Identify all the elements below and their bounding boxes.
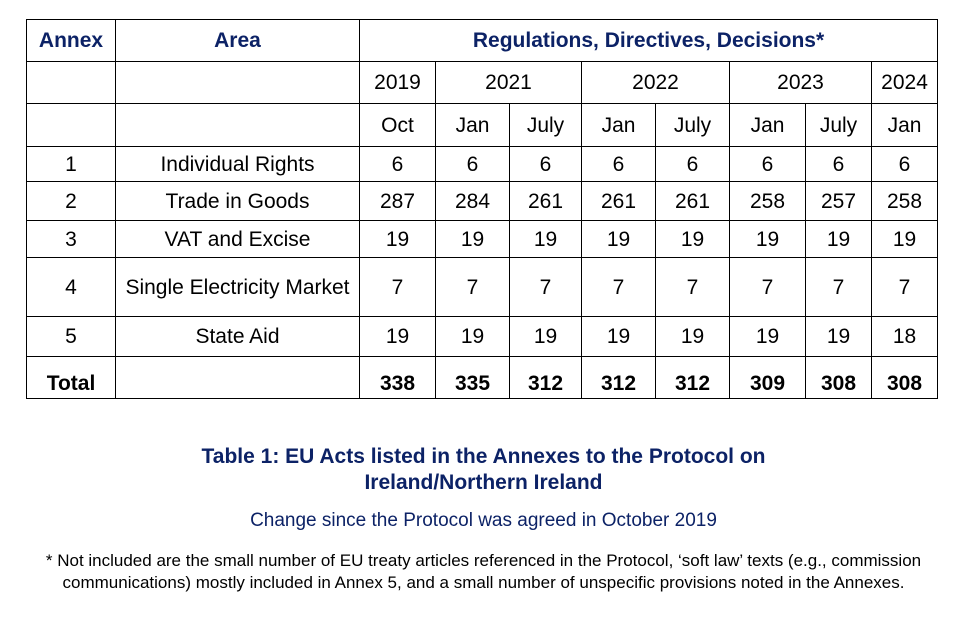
empty-cell — [115, 61, 360, 104]
count-cell: 19 — [729, 316, 806, 357]
area-cell: VAT and Excise — [115, 220, 360, 258]
area-cell: Single Electricity Market — [115, 257, 360, 317]
month-cell: Jan — [729, 103, 806, 147]
annex-cell: 2 — [26, 181, 116, 221]
count-cell: 19 — [509, 316, 582, 357]
table-row: 2 Trade in Goods 287 284 261 261 261 258 257 258 — [26, 181, 939, 221]
count-cell: 7 — [729, 257, 806, 317]
total-cell: 335 — [435, 356, 510, 399]
annex-cell: 4 — [26, 257, 116, 317]
table-row: Total 338 335 312 312 312 309 308 308 — [26, 356, 939, 399]
month-cell: Oct — [359, 103, 436, 147]
count-cell: 19 — [805, 316, 872, 357]
count-cell: 6 — [359, 146, 436, 182]
count-cell: 7 — [359, 257, 436, 317]
count-cell: 261 — [509, 181, 582, 221]
month-cell: Jan — [870, 103, 939, 147]
empty-cell — [26, 103, 116, 147]
count-cell: 287 — [359, 181, 436, 221]
count-cell: 6 — [435, 146, 510, 182]
count-cell: 19 — [805, 220, 872, 258]
count-cell: 19 — [359, 220, 436, 258]
annex-cell: 1 — [26, 146, 116, 182]
count-cell: 261 — [581, 181, 656, 221]
count-cell: 6 — [805, 146, 872, 182]
count-cell: 257 — [805, 181, 872, 221]
area-cell: Individual Rights — [115, 146, 360, 182]
empty-cell — [115, 103, 360, 147]
count-cell: 19 — [655, 316, 730, 357]
month-cell: July — [509, 103, 582, 147]
table-row: 3 VAT and Excise 19 19 19 19 19 19 19 19 — [26, 220, 939, 258]
count-cell: 261 — [655, 181, 730, 221]
table-row: 2019 2021 2022 2023 2024 — [26, 61, 939, 104]
total-cell: 312 — [581, 356, 656, 399]
count-cell: 19 — [655, 220, 730, 258]
count-cell: 258 — [870, 181, 939, 221]
count-cell: 19 — [581, 316, 656, 357]
count-cell: 7 — [655, 257, 730, 317]
year-cell: 2021 — [435, 61, 582, 104]
table-row: 4 Single Electricity Market 7 7 7 7 7 7 7 7 — [26, 257, 939, 317]
count-cell: 19 — [359, 316, 436, 357]
year-cell: 2019 — [359, 61, 436, 104]
total-cell: 312 — [509, 356, 582, 399]
total-cell: 308 — [870, 356, 939, 399]
count-cell: 6 — [509, 146, 582, 182]
count-cell: 7 — [805, 257, 872, 317]
count-cell: 18 — [870, 316, 939, 357]
footnote: * Not included are the small number of E… — [45, 551, 922, 592]
total-cell: 312 — [655, 356, 730, 399]
caption-title: Table 1: EU Acts listed in the Annexes t… — [201, 445, 766, 494]
year-cell: 2023 — [729, 61, 872, 104]
total-label: Total — [26, 356, 116, 399]
table-row: 5 State Aid 19 19 19 19 19 19 19 18 — [26, 316, 939, 357]
count-cell: 6 — [729, 146, 806, 182]
count-cell: 7 — [435, 257, 510, 317]
count-cell: 19 — [509, 220, 582, 258]
count-cell: 6 — [870, 146, 939, 182]
table-row: Oct Jan July Jan July Jan July Jan — [26, 103, 939, 147]
area-cell: Trade in Goods — [115, 181, 360, 221]
empty-cell — [26, 61, 116, 104]
table-row: 1 Individual Rights 6 6 6 6 6 6 6 6 — [26, 146, 939, 182]
count-cell: 19 — [729, 220, 806, 258]
count-cell: 19 — [435, 220, 510, 258]
month-cell: Jan — [435, 103, 510, 147]
table-body: Annex Area Regulations, Directives, Decisi… — [26, 19, 939, 399]
count-cell: 19 — [581, 220, 656, 258]
count-cell: 7 — [870, 257, 939, 317]
total-cell: 338 — [359, 356, 436, 399]
count-cell: 19 — [870, 220, 939, 258]
area-cell: State Aid — [115, 316, 360, 357]
header-cell: Area — [115, 19, 360, 62]
year-cell: 2022 — [581, 61, 730, 104]
total-cell: 309 — [729, 356, 806, 399]
count-cell: 284 — [435, 181, 510, 221]
header-cell: Regulations, Directives, Decisions* — [358, 19, 939, 62]
empty-cell — [115, 356, 360, 399]
month-cell: July — [805, 103, 872, 147]
acts-table: Annex Area Regulations, Directives, Decisi… — [26, 19, 939, 399]
table-row: Annex Area Regulations, Directives, Decisi… — [26, 19, 939, 62]
annex-cell: 3 — [26, 220, 116, 258]
header-cell: Annex — [26, 19, 116, 62]
count-cell: 258 — [729, 181, 806, 221]
count-cell: 7 — [509, 257, 582, 317]
count-cell: 7 — [581, 257, 656, 317]
caption-subtitle: Change since the Protocol was agreed in … — [250, 510, 717, 531]
count-cell: 19 — [435, 316, 510, 357]
year-cell: 2024 — [870, 61, 939, 104]
count-cell: 6 — [655, 146, 730, 182]
total-cell: 308 — [805, 356, 872, 399]
count-cell: 6 — [581, 146, 656, 182]
month-cell: July — [655, 103, 730, 147]
annex-cell: 5 — [26, 316, 116, 357]
month-cell: Jan — [581, 103, 656, 147]
